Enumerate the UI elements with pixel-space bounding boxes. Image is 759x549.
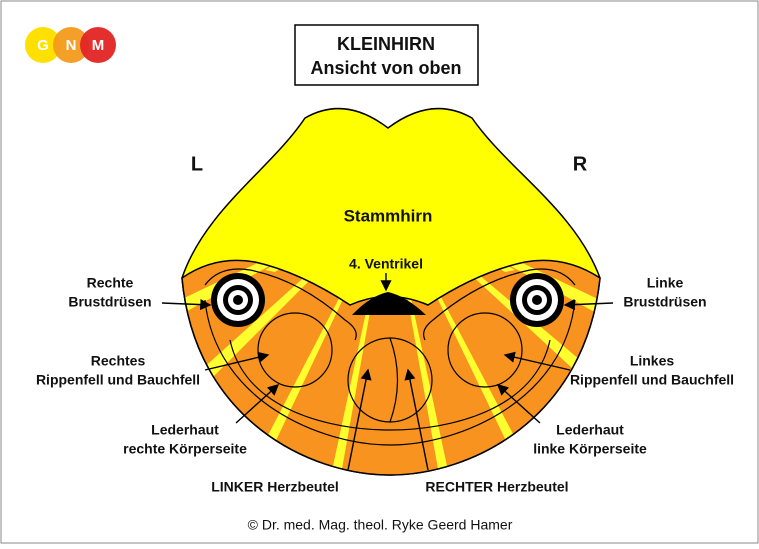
label: Linkes — [630, 353, 675, 369]
region-label: 4. Ventrikel — [349, 256, 423, 272]
label: Brustdrüsen — [68, 294, 151, 310]
target-right — [510, 273, 564, 327]
logo-letter: G — [37, 37, 49, 54]
subtitle: Ansicht von oben — [310, 58, 461, 78]
label: Rippenfell und Bauchfell — [36, 372, 200, 388]
title: KLEINHIRN — [337, 34, 435, 54]
target-left — [211, 273, 265, 327]
label: linke Körperseite — [533, 441, 647, 457]
label: Rechtes — [91, 353, 146, 369]
label: Lederhaut — [556, 422, 624, 438]
diagram: G N M KLEINHIRN Ansicht von oben L R — [0, 0, 759, 544]
label: Lederhaut — [151, 422, 219, 438]
side-right: R — [573, 153, 588, 175]
copyright: © Dr. med. Mag. theol. Ryke Geerd Hamer — [248, 517, 513, 533]
label: Rippenfell und Bauchfell — [570, 372, 734, 388]
label: Rechte — [87, 275, 134, 291]
logo-letter: M — [92, 37, 105, 54]
label: LINKER Herzbeutel — [211, 479, 339, 495]
label: Brustdrüsen — [623, 294, 706, 310]
label: Linke — [647, 275, 684, 291]
side-left: L — [191, 153, 203, 175]
logo-letter: N — [66, 37, 77, 54]
region-label: Stammhirn — [344, 206, 433, 225]
label: RECHTER Herzbeutel — [425, 479, 568, 495]
label: rechte Körperseite — [123, 441, 247, 457]
logo: G N M — [25, 27, 116, 63]
